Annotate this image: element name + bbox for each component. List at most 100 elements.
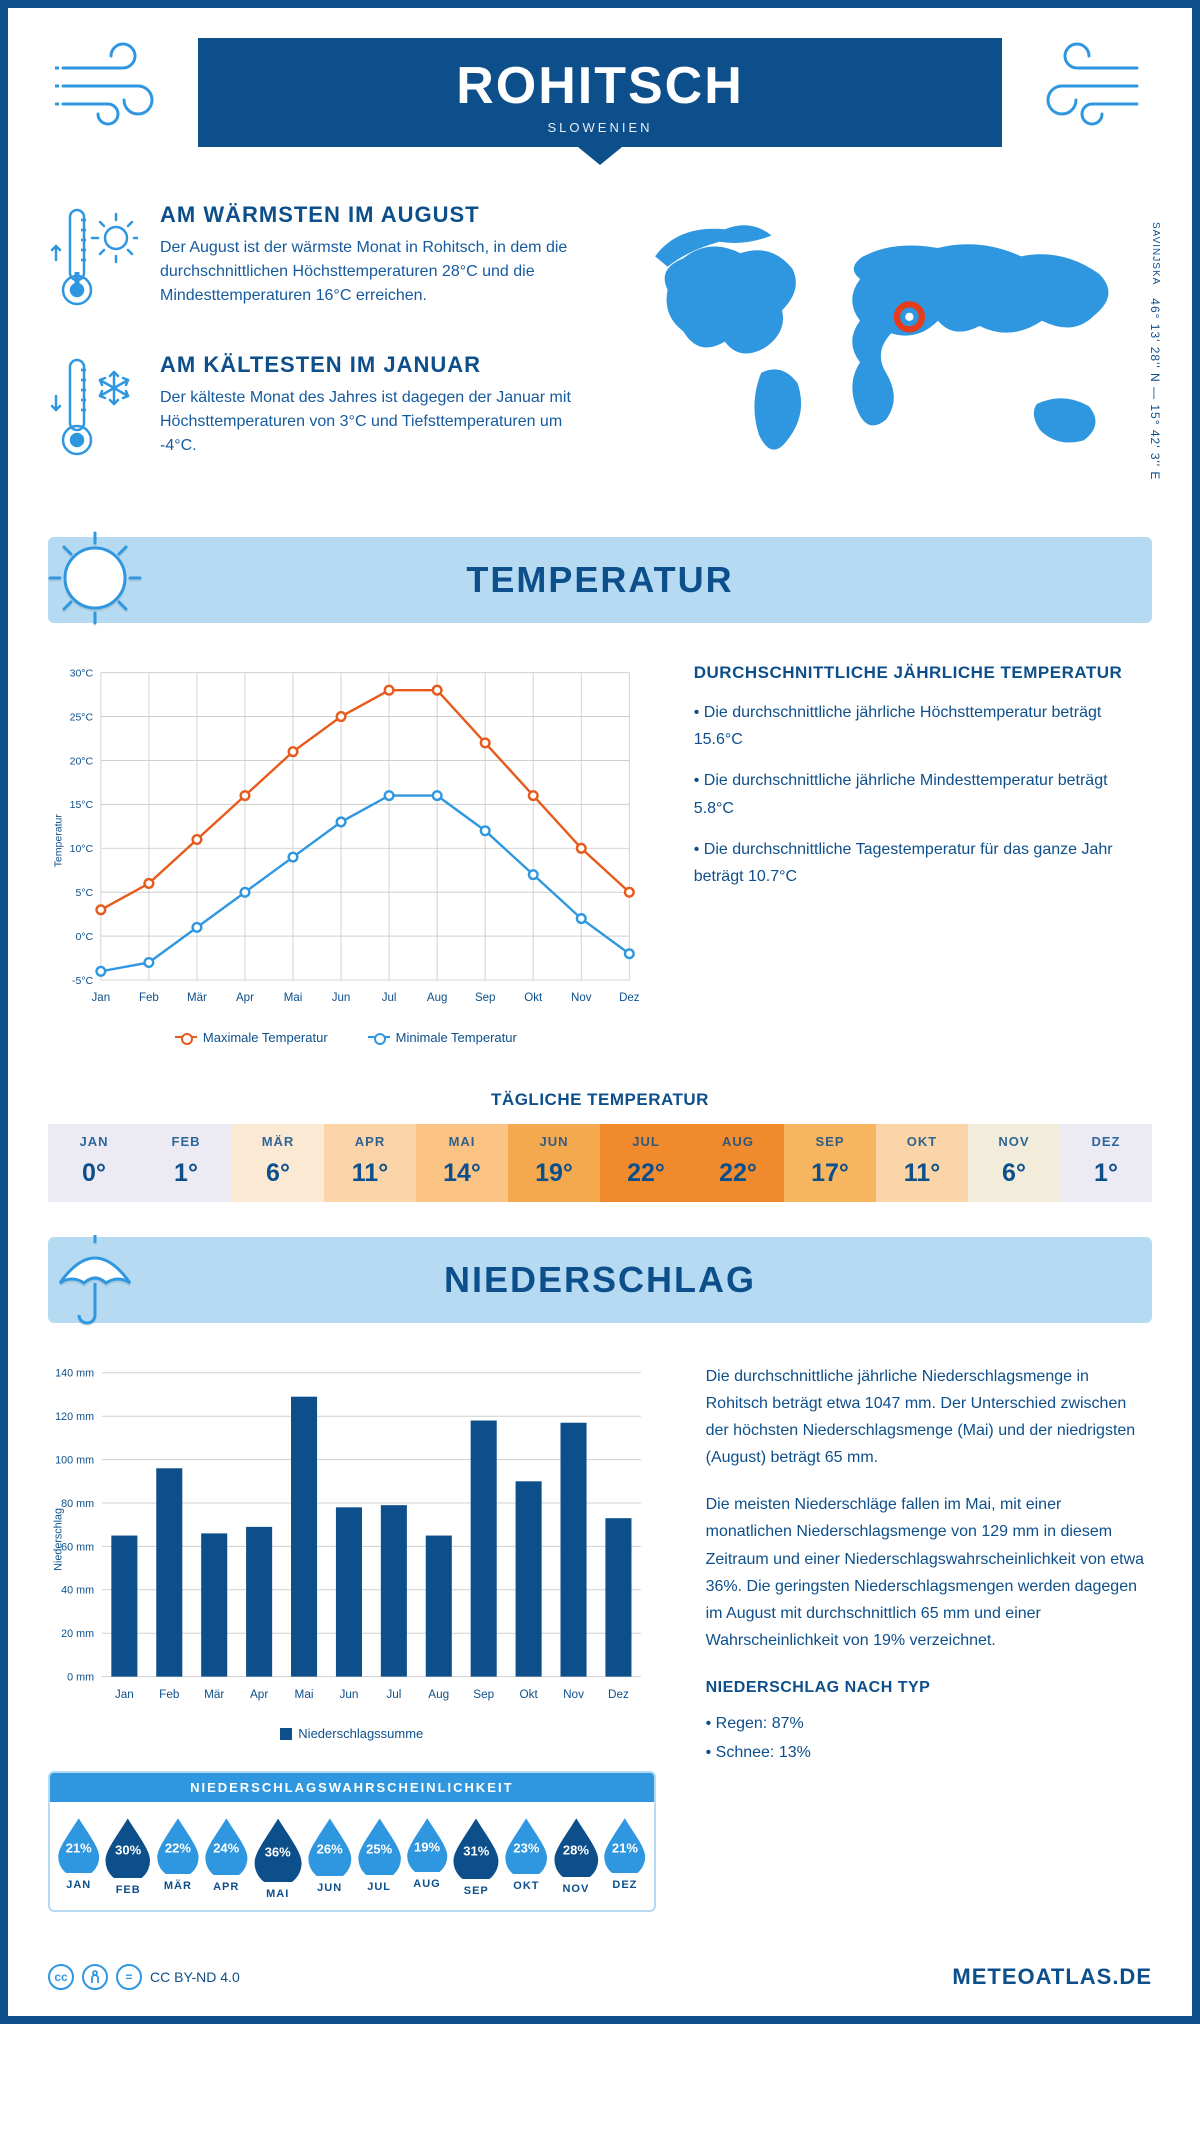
svg-text:Okt: Okt: [524, 992, 543, 1004]
facts-column: AM WÄRMSTEN IM AUGUST Der August ist der…: [48, 202, 580, 502]
nd-icon: =: [116, 1964, 142, 1990]
thermometer-sun-icon: [48, 202, 138, 317]
svg-text:Temperatur: Temperatur: [52, 814, 64, 868]
svg-text:Dez: Dez: [619, 992, 640, 1004]
coordinates: SAVINJSKA 46° 13' 28'' N — 15° 42' 3'' E: [1148, 222, 1162, 480]
probability-title: NIEDERSCHLAGSWAHRSCHEINLICHKEIT: [50, 1773, 654, 1802]
svg-text:Feb: Feb: [159, 1688, 180, 1701]
precip-type-heading: NIEDERSCHLAG NACH TYP: [706, 1674, 1152, 1701]
svg-text:Jan: Jan: [115, 1688, 134, 1701]
svg-text:15°C: 15°C: [70, 799, 94, 811]
probability-cell: 22%MÄR: [155, 1816, 201, 1899]
temp-summary-heading: DURCHSCHNITTLICHE JÄHRLICHE TEMPERATUR: [694, 663, 1152, 683]
probability-cell: 25%JUL: [356, 1816, 403, 1899]
temp-chart: -5°C 0°C 5°C 10°C 15°C 20°C 25°C 30°C Jan Feb Mär A…: [48, 663, 644, 1045]
temp-bullet: • Die durchschnittliche jährliche Mindes…: [694, 767, 1152, 821]
footer: cc = CC BY-ND 4.0 METEOATLAS.DE: [48, 1942, 1152, 1996]
city-title: ROHITSCH: [198, 56, 1002, 116]
temp-legend: Maximale Temperatur Minimale Temperatur: [48, 1030, 644, 1045]
site-name: METEOATLAS.DE: [952, 1964, 1152, 1990]
probability-cell: 24%APR: [203, 1816, 250, 1899]
svg-text:Nov: Nov: [571, 992, 592, 1004]
probability-cell: 31%SEP: [451, 1816, 501, 1899]
svg-text:Mär: Mär: [187, 992, 207, 1004]
svg-text:30°C: 30°C: [70, 667, 94, 679]
daily-temp-cell: NOV6°: [968, 1124, 1060, 1202]
svg-text:20 mm: 20 mm: [61, 1628, 94, 1640]
precip-summary: Die durchschnittliche jährliche Niedersc…: [706, 1363, 1152, 1768]
svg-text:5°C: 5°C: [75, 887, 93, 899]
daily-temp-cell: AUG22°: [692, 1124, 784, 1202]
fact-coldest: AM KÄLTESTEN IM JANUAR Der kälteste Mona…: [48, 352, 580, 467]
svg-text:Apr: Apr: [236, 992, 254, 1004]
svg-text:0 mm: 0 mm: [67, 1671, 94, 1683]
precip-type-line: • Regen: 87%: [706, 1710, 1152, 1737]
daily-temp-cell: JUN19°: [508, 1124, 600, 1202]
svg-text:Mai: Mai: [295, 1688, 314, 1701]
svg-text:Nov: Nov: [563, 1688, 584, 1701]
probability-box: NIEDERSCHLAGSWAHRSCHEINLICHKEIT 21%JAN 3…: [48, 1771, 656, 1911]
precip-banner: NIEDERSCHLAG: [48, 1237, 1152, 1323]
svg-text:120 mm: 120 mm: [55, 1411, 94, 1423]
svg-text:0°C: 0°C: [75, 931, 93, 943]
temp-title: TEMPERATUR: [48, 559, 1152, 601]
temp-bullet: • Die durchschnittliche Tagestemperatur …: [694, 836, 1152, 890]
wind-icon: [1022, 38, 1152, 139]
precip-chart: 0 mm20 mm40 mm60 mm80 mm100 mm120 mm140 …: [48, 1363, 656, 1742]
temp-banner: TEMPERATUR: [48, 537, 1152, 623]
sun-icon: [40, 523, 150, 638]
fact-warm-text: Der August ist der wärmste Monat in Rohi…: [160, 236, 580, 308]
header-banner: ROHITSCH SLOWENIEN: [198, 38, 1002, 147]
fact-cold-text: Der kälteste Monat des Jahres ist dagege…: [160, 386, 580, 458]
cc-icon: cc: [48, 1964, 74, 1990]
daily-temp-cell: SEP17°: [784, 1124, 876, 1202]
daily-temp-cell: MAI14°: [416, 1124, 508, 1202]
svg-text:Jul: Jul: [382, 992, 397, 1004]
svg-text:Jan: Jan: [92, 992, 111, 1004]
precip-p2: Die meisten Niederschläge fallen im Mai,…: [706, 1491, 1152, 1654]
probability-cell: 21%DEZ: [602, 1816, 647, 1899]
svg-text:Dez: Dez: [608, 1688, 629, 1701]
daily-temp-cell: MÄR6°: [232, 1124, 324, 1202]
svg-text:25°C: 25°C: [70, 711, 94, 723]
svg-text:Niederschlag: Niederschlag: [53, 1507, 65, 1570]
svg-text:140 mm: 140 mm: [55, 1367, 94, 1379]
umbrella-icon: [40, 1223, 150, 1338]
svg-text:Sep: Sep: [473, 1688, 494, 1701]
precip-title: NIEDERSCHLAG: [48, 1259, 1152, 1301]
probability-cell: 30%FEB: [103, 1816, 153, 1899]
daily-temp-title: TÄGLICHE TEMPERATUR: [48, 1090, 1152, 1110]
header: ROHITSCH SLOWENIEN: [48, 8, 1152, 147]
wind-icon: [48, 38, 178, 139]
svg-text:Mai: Mai: [284, 992, 303, 1004]
daily-temp-cell: JUL22°: [600, 1124, 692, 1202]
precip-type-line: • Schnee: 13%: [706, 1739, 1152, 1766]
by-icon: [82, 1964, 108, 1990]
world-map: SAVINJSKA 46° 13' 28'' N — 15° 42' 3'' E: [620, 202, 1152, 502]
svg-text:Sep: Sep: [475, 992, 496, 1004]
daily-temp-grid: JAN0°FEB1°MÄR6°APR11°MAI14°JUN19°JUL22°A…: [48, 1124, 1152, 1202]
temp-summary: DURCHSCHNITTLICHE JÄHRLICHE TEMPERATUR •…: [694, 663, 1152, 904]
daily-temp-cell: JAN0°: [48, 1124, 140, 1202]
svg-text:Apr: Apr: [250, 1688, 268, 1701]
fact-cold-title: AM KÄLTESTEN IM JANUAR: [160, 352, 580, 378]
svg-text:80 mm: 80 mm: [61, 1497, 94, 1509]
svg-text:Jul: Jul: [386, 1688, 401, 1701]
svg-text:Feb: Feb: [139, 992, 159, 1004]
svg-text:Jun: Jun: [332, 992, 351, 1004]
svg-text:Mär: Mär: [204, 1688, 224, 1701]
country-subtitle: SLOWENIEN: [198, 120, 1002, 135]
svg-text:10°C: 10°C: [70, 843, 94, 855]
thermometer-snow-icon: [48, 352, 138, 467]
daily-temp-cell: OKT11°: [876, 1124, 968, 1202]
svg-text:Jun: Jun: [339, 1688, 358, 1701]
temp-bullet: • Die durchschnittliche jährliche Höchst…: [694, 699, 1152, 753]
daily-temp-cell: APR11°: [324, 1124, 416, 1202]
svg-text:20°C: 20°C: [70, 755, 94, 767]
svg-text:Aug: Aug: [427, 992, 448, 1004]
svg-text:-5°C: -5°C: [72, 975, 94, 987]
svg-text:40 mm: 40 mm: [61, 1584, 94, 1596]
probability-cell: 26%JUN: [306, 1816, 354, 1899]
probability-cell: 19%AUG: [405, 1816, 450, 1899]
svg-text:Okt: Okt: [519, 1688, 538, 1701]
